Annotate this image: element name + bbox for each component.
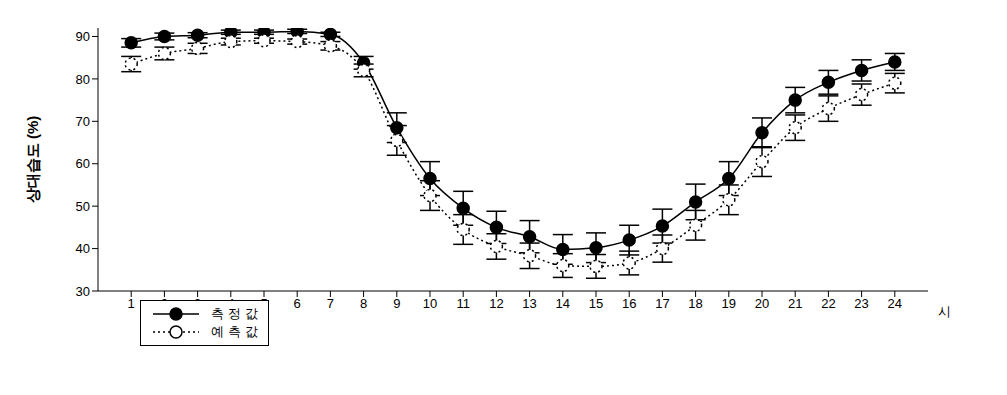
svg-text:2: 2 bbox=[161, 296, 168, 311]
svg-text:70: 70 bbox=[76, 114, 90, 129]
svg-text:11: 11 bbox=[456, 296, 470, 311]
svg-text:80: 80 bbox=[76, 72, 90, 87]
svg-text:9: 9 bbox=[393, 296, 400, 311]
svg-text:15: 15 bbox=[589, 296, 603, 311]
svg-text:3: 3 bbox=[194, 296, 201, 311]
svg-text:22: 22 bbox=[821, 296, 835, 311]
svg-text:12: 12 bbox=[489, 296, 503, 311]
svg-text:5: 5 bbox=[260, 296, 267, 311]
svg-text:7: 7 bbox=[327, 296, 334, 311]
svg-text:17: 17 bbox=[655, 296, 669, 311]
svg-text:1: 1 bbox=[128, 296, 135, 311]
svg-text:23: 23 bbox=[854, 296, 868, 311]
svg-text:21: 21 bbox=[788, 296, 802, 311]
svg-text:14: 14 bbox=[556, 296, 570, 311]
svg-text:4: 4 bbox=[227, 296, 234, 311]
svg-text:8: 8 bbox=[360, 296, 367, 311]
svg-text:18: 18 bbox=[688, 296, 702, 311]
svg-text:시: 시 bbox=[938, 304, 951, 319]
svg-text:50: 50 bbox=[76, 199, 90, 214]
svg-text:19: 19 bbox=[722, 296, 736, 311]
svg-text:20: 20 bbox=[755, 296, 769, 311]
svg-text:24: 24 bbox=[888, 296, 902, 311]
svg-text:상대습도 (%): 상대습도 (%) bbox=[24, 116, 41, 204]
svg-text:13: 13 bbox=[522, 296, 536, 311]
svg-text:30: 30 bbox=[76, 284, 90, 299]
svg-text:10: 10 bbox=[423, 296, 437, 311]
svg-text:90: 90 bbox=[76, 29, 90, 44]
svg-text:6: 6 bbox=[294, 296, 301, 311]
svg-text:40: 40 bbox=[76, 241, 90, 256]
svg-text:16: 16 bbox=[622, 296, 636, 311]
svg-text:60: 60 bbox=[76, 156, 90, 171]
